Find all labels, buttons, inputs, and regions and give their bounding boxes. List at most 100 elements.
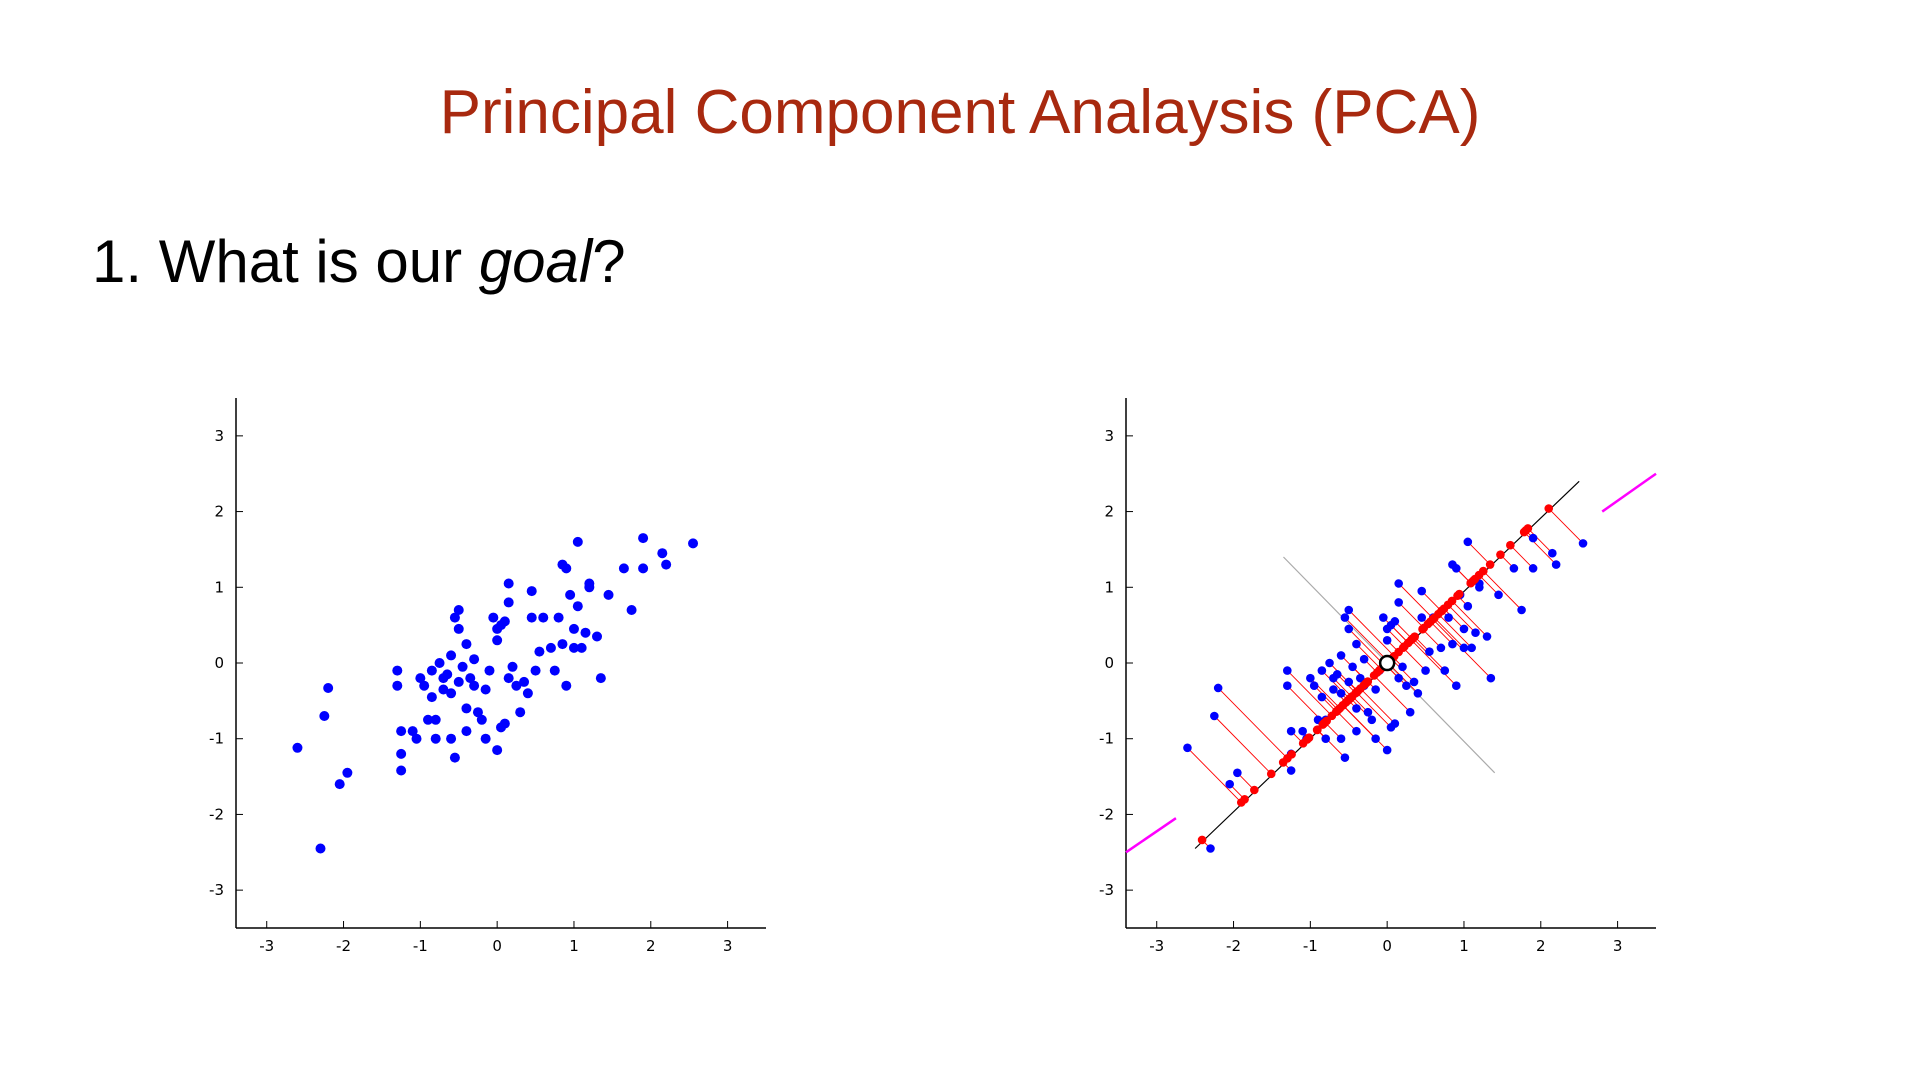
data-point	[1344, 605, 1354, 615]
data-point	[1225, 779, 1234, 789]
y-tick-label: 3	[1104, 427, 1114, 445]
projection-line	[1421, 590, 1442, 612]
data-point	[1394, 673, 1403, 683]
data-point	[472, 707, 483, 718]
projection-line	[1317, 729, 1346, 758]
y-tick-label: 2	[1104, 503, 1114, 521]
projected-point	[1453, 591, 1462, 601]
projection-line	[1356, 691, 1392, 728]
data-point	[392, 680, 403, 691]
projection-line	[1430, 621, 1453, 645]
projection-line	[1187, 747, 1242, 803]
data-point	[446, 733, 457, 744]
projection-line	[1356, 643, 1382, 670]
projected-point	[1356, 684, 1365, 693]
x-tick-label: 1	[569, 937, 579, 955]
data-point	[1494, 590, 1503, 600]
data-point	[1425, 647, 1434, 656]
data-point	[538, 612, 549, 623]
projection-line	[1313, 685, 1339, 711]
data-point	[638, 563, 649, 574]
y-tick-label: 2	[214, 503, 224, 521]
projection-line	[1398, 602, 1425, 629]
y-tick-label: 0	[1104, 654, 1114, 672]
data-point	[1482, 632, 1492, 641]
projected-point	[1369, 671, 1379, 680]
y-tick-label: -1	[1099, 730, 1114, 748]
data-point	[626, 605, 637, 615]
data-point	[492, 745, 503, 756]
x-tick-label: 3	[723, 937, 733, 955]
data-point	[453, 605, 464, 615]
projection-line	[1333, 677, 1353, 698]
data-point	[392, 665, 403, 676]
data-point	[1213, 683, 1223, 693]
projection-line	[1360, 688, 1396, 724]
data-point	[419, 680, 430, 691]
x-tick-label: 0	[492, 937, 502, 955]
data-point	[1409, 677, 1419, 687]
data-point	[688, 538, 699, 549]
data-point	[1467, 643, 1476, 653]
projection-line	[1286, 670, 1333, 717]
data-point	[1382, 745, 1392, 755]
projection-line	[1523, 531, 1557, 565]
projected-point	[1250, 785, 1259, 795]
x-tick-label: 2	[1536, 937, 1546, 955]
y-tick-label: -1	[209, 730, 224, 748]
data-point	[1471, 628, 1480, 638]
data-point	[1459, 624, 1469, 634]
data-point	[1371, 734, 1380, 744]
data-point	[488, 612, 499, 623]
data-point	[592, 631, 603, 642]
y-tick-label: 0	[214, 654, 224, 672]
data-point	[442, 669, 453, 680]
y-tick-label: -2	[1099, 805, 1114, 823]
data-point	[480, 684, 491, 695]
x-tick-label: 3	[1613, 937, 1623, 955]
data-point	[465, 673, 476, 684]
data-point	[557, 639, 568, 650]
projected-point	[1346, 693, 1355, 703]
data-point	[1233, 768, 1242, 778]
projected-point	[1506, 540, 1515, 550]
data-point	[499, 718, 510, 729]
data-point	[534, 646, 545, 657]
data-point	[461, 703, 472, 714]
data-point	[1340, 613, 1350, 622]
projection-line	[1548, 508, 1584, 544]
data-point	[1183, 743, 1192, 753]
data-point	[1413, 688, 1423, 698]
data-point	[1298, 726, 1307, 736]
x-tick-label: 0	[1382, 937, 1392, 955]
data-point	[453, 623, 464, 634]
data-point	[526, 586, 537, 597]
data-point	[1332, 670, 1342, 679]
data-point	[1528, 564, 1538, 573]
question-suffix: ?	[592, 228, 626, 295]
projected-point	[1363, 677, 1373, 686]
data-point	[476, 714, 487, 725]
data-point	[1551, 560, 1561, 569]
projected-point	[1447, 596, 1457, 606]
data-point	[319, 711, 330, 721]
projection-line	[1443, 608, 1465, 630]
data-point	[461, 726, 472, 737]
data-point	[1398, 662, 1407, 672]
data-point	[461, 639, 472, 650]
projected-point	[1302, 735, 1312, 744]
data-point	[1390, 719, 1400, 728]
projected-point	[1428, 614, 1438, 624]
magenta-segment	[1601, 472, 1657, 513]
projection-line	[1422, 628, 1442, 649]
slide-title: Principal Component Analaysis (PCA)	[439, 78, 1481, 147]
x-tick-label: -3	[259, 937, 274, 955]
data-point	[1329, 685, 1338, 694]
magenta-segment	[1125, 817, 1177, 854]
projection-line	[1348, 628, 1385, 666]
projection-line	[1344, 617, 1389, 663]
data-point	[1528, 533, 1538, 543]
scatter-plot-pca-projection: -3 -2 -1 0 1 2 3 -3 -2 -1 0 1 2 3	[1099, 398, 1657, 955]
data-point	[1517, 605, 1526, 615]
data-point	[549, 665, 560, 676]
